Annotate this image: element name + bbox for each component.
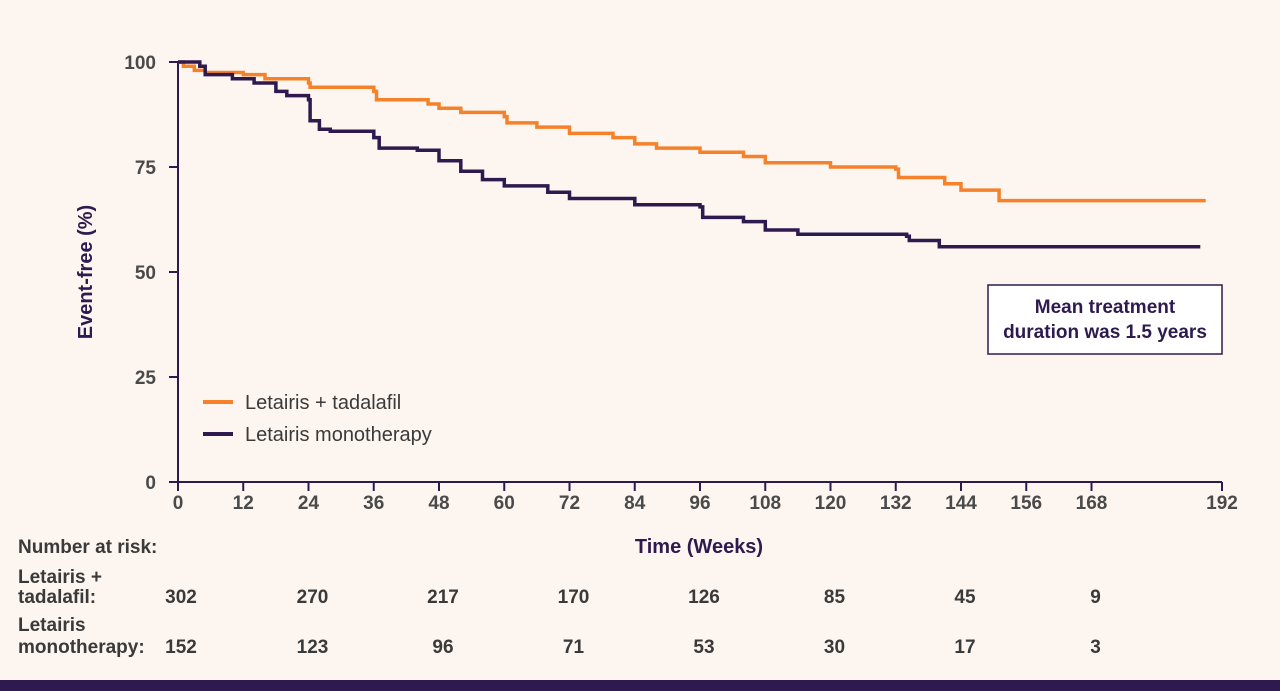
y-tick-label: 25 <box>135 368 157 389</box>
risk-value: 96 <box>432 637 453 658</box>
annotation-box: Mean treatment duration was 1.5 years <box>987 284 1223 355</box>
footer-bar <box>0 680 1280 691</box>
y-tick-label: 0 <box>145 473 156 494</box>
legend-label-combo: Letairis + tadalafil <box>245 392 401 414</box>
x-axis-label: Time (Weeks) <box>635 536 763 558</box>
risk-value: 170 <box>558 587 590 608</box>
risk-value: 45 <box>954 587 976 608</box>
x-tick-label: 0 <box>173 493 184 514</box>
risk-value: 30 <box>824 637 845 658</box>
risk-row-label-combo-1: Letairis + <box>18 567 102 588</box>
x-tick-label: 144 <box>945 493 977 514</box>
x-tick-label: 72 <box>559 493 580 514</box>
risk-value: 302 <box>165 587 197 608</box>
series-line-mono <box>178 60 1201 249</box>
risk-table-header: Number at risk: <box>18 537 157 558</box>
risk-value: 270 <box>297 587 329 608</box>
x-tick-label: 84 <box>624 493 646 514</box>
risk-value: 53 <box>693 637 714 658</box>
risk-value: 85 <box>824 587 846 608</box>
x-tick-label: 60 <box>494 493 515 514</box>
x-tick-label: 120 <box>815 493 847 514</box>
x-tick-label: 96 <box>689 493 710 514</box>
risk-value: 126 <box>688 587 720 608</box>
x-tick-label: 192 <box>1206 493 1238 514</box>
x-tick-label: 108 <box>749 493 781 514</box>
risk-value: 17 <box>954 637 975 658</box>
risk-value: 71 <box>563 637 585 658</box>
risk-row-label-mono-1: Letairis <box>18 615 86 636</box>
x-tick-label: 156 <box>1010 493 1042 514</box>
x-tick-label: 24 <box>298 493 320 514</box>
risk-table: Number at risk: Letairis + tadalafil: Le… <box>18 537 1101 658</box>
risk-value: 123 <box>297 637 329 658</box>
risk-row-label-mono-2: monotherapy: <box>18 637 145 658</box>
annotation-line-2: duration was 1.5 years <box>1003 322 1207 343</box>
risk-value: 217 <box>427 587 459 608</box>
legend-label-mono: Letairis monotherapy <box>245 424 432 446</box>
legend: Letairis + tadalafil Letairis monotherap… <box>203 392 432 446</box>
annotation-line-1: Mean treatment <box>1035 297 1176 318</box>
x-tick-label: 168 <box>1076 493 1108 514</box>
x-tick-label: 48 <box>428 493 449 514</box>
risk-value: 152 <box>165 637 197 658</box>
risk-row-label-combo-2: tadalafil: <box>18 587 96 608</box>
x-tick-label: 12 <box>233 493 254 514</box>
series-line-combo <box>178 60 1206 203</box>
x-tick-label: 132 <box>880 493 912 514</box>
risk-value: 3 <box>1090 637 1101 658</box>
x-tick-label: 36 <box>363 493 384 514</box>
y-tick-label: 50 <box>135 263 156 284</box>
risk-value: 9 <box>1090 587 1101 608</box>
y-tick-label: 75 <box>135 158 157 179</box>
y-axis-label: Event-free (%) <box>75 205 97 339</box>
y-tick-label: 100 <box>124 53 156 74</box>
